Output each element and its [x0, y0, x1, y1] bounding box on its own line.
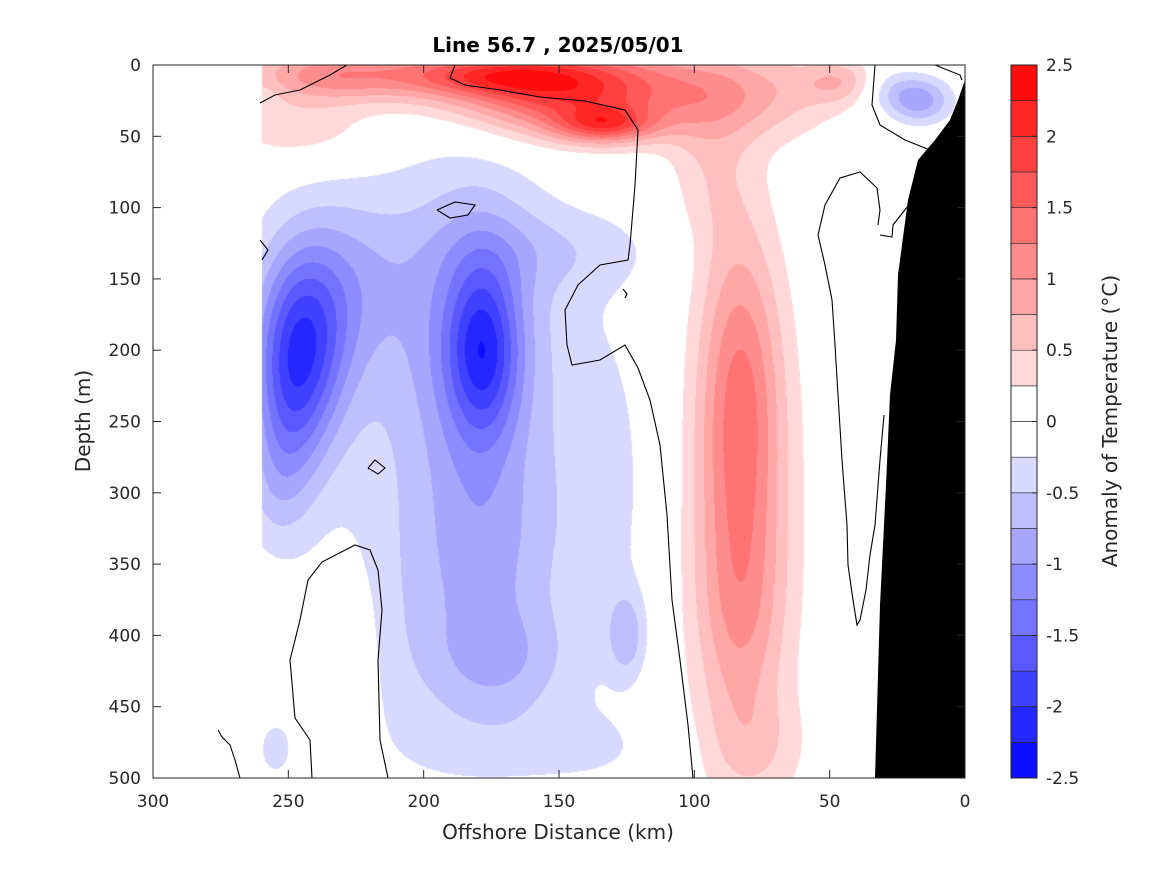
- zero-contour-line: [817, 171, 885, 627]
- colorbar-band: [1010, 528, 1038, 565]
- x-tick-label: 250: [272, 792, 304, 812]
- y-axis-ticks: 0 50 100 150 200 250 300 350 400 450 500: [109, 56, 965, 789]
- colorbar-tick-label: 0: [1046, 413, 1057, 433]
- colorbar-band: [1010, 207, 1038, 244]
- y-tick-label: 150: [109, 270, 141, 290]
- colorbar-tick-label: -2: [1046, 698, 1063, 718]
- colorbar-band: [1010, 314, 1038, 351]
- y-tick-label: 250: [109, 413, 141, 433]
- colorbar-band: [1010, 242, 1038, 280]
- y-tick-label: 500: [109, 769, 141, 789]
- colorbar-tick-label: 0.5: [1046, 341, 1073, 361]
- colorbar-band: [1010, 136, 1038, 173]
- colorbar-tick-label: -0.5: [1046, 484, 1079, 504]
- chart-title: Line 56.7 , 2025/05/01: [432, 33, 683, 57]
- zero-contour-line: [910, 65, 963, 81]
- colorbar-band: [1010, 64, 1038, 101]
- y-axis-label: Depth (m): [71, 370, 95, 472]
- y-tick-label: 200: [109, 341, 141, 361]
- colorbar-band: [1010, 670, 1038, 707]
- x-tick-label: 100: [678, 792, 710, 812]
- y-tick-label: 450: [109, 698, 141, 718]
- zero-contour-line: [436, 201, 476, 219]
- colorbar-band: [1010, 349, 1038, 387]
- y-tick-label: 300: [109, 484, 141, 504]
- zero-contour-line: [259, 65, 694, 778]
- colorbar-band: [1010, 742, 1038, 779]
- colorbar-tick-label: -1: [1046, 555, 1063, 575]
- x-tick-label: 0: [960, 792, 971, 812]
- x-tick-label: 300: [137, 792, 169, 812]
- x-tick-label: 200: [407, 792, 439, 812]
- y-tick-label: 0: [130, 56, 141, 76]
- x-axis-ticks: 300 250 200 150 100 50 0: [137, 65, 971, 812]
- colorbar-tick-label: 2: [1046, 127, 1057, 147]
- y-tick-label: 100: [109, 199, 141, 219]
- zero-contour-line: [622, 288, 628, 299]
- plot-frame: [152, 64, 966, 779]
- x-axis-label: Offshore Distance (km): [442, 820, 674, 844]
- colorbar-band: [1010, 563, 1038, 601]
- colorbar-band: [1010, 100, 1038, 137]
- y-tick-label: 400: [109, 626, 141, 646]
- colorbar-band: [1010, 706, 1038, 743]
- colorbar-tick-label: 1: [1046, 270, 1057, 290]
- colorbar-tick-label: -1.5: [1046, 626, 1079, 646]
- zero-contour-line: [289, 544, 389, 778]
- colorbar-label: Anomaly of Temperature (°C): [1098, 275, 1122, 567]
- temperature-anomaly-field: [153, 65, 965, 778]
- zero-contour-line: [217, 729, 241, 778]
- colorbar-ticks: -2.5 -2 -1.5 -1 -0.5 0 0.5 1 1.5 2 2.5: [1032, 56, 1079, 789]
- zero-contour-line: [259, 239, 269, 261]
- x-tick-label: 50: [819, 792, 841, 812]
- x-tick-label: 150: [543, 792, 575, 812]
- colorbar-band: [1010, 635, 1038, 672]
- colorbar-tick-label: 1.5: [1046, 199, 1073, 219]
- y-tick-label: 50: [119, 127, 141, 147]
- colorbar-band: [1010, 171, 1038, 208]
- colorbar-band: [1010, 421, 1038, 458]
- colorbar-tick-label: 2.5: [1046, 56, 1073, 76]
- colorbar-band: [1010, 278, 1038, 315]
- bathymetry-land-mask: [875, 65, 965, 778]
- colorbar-band: [1010, 456, 1038, 494]
- zero-contour-line: [367, 459, 386, 475]
- colorbar-tick-label: -2.5: [1046, 769, 1079, 789]
- y-tick-label: 350: [109, 555, 141, 575]
- colorbar-band: [1010, 599, 1038, 636]
- colorbar-band: [1010, 492, 1038, 529]
- plot-area: 300 250 200 150 100 50 0 050100150200250300350…: [109, 56, 971, 812]
- colorbar-band: [1010, 385, 1038, 422]
- colorbar: -2.5 -2 -1.5 -1 -0.5 0 0.5 1 1.5 2 2.5 Anomaly of …: [1010, 56, 1122, 789]
